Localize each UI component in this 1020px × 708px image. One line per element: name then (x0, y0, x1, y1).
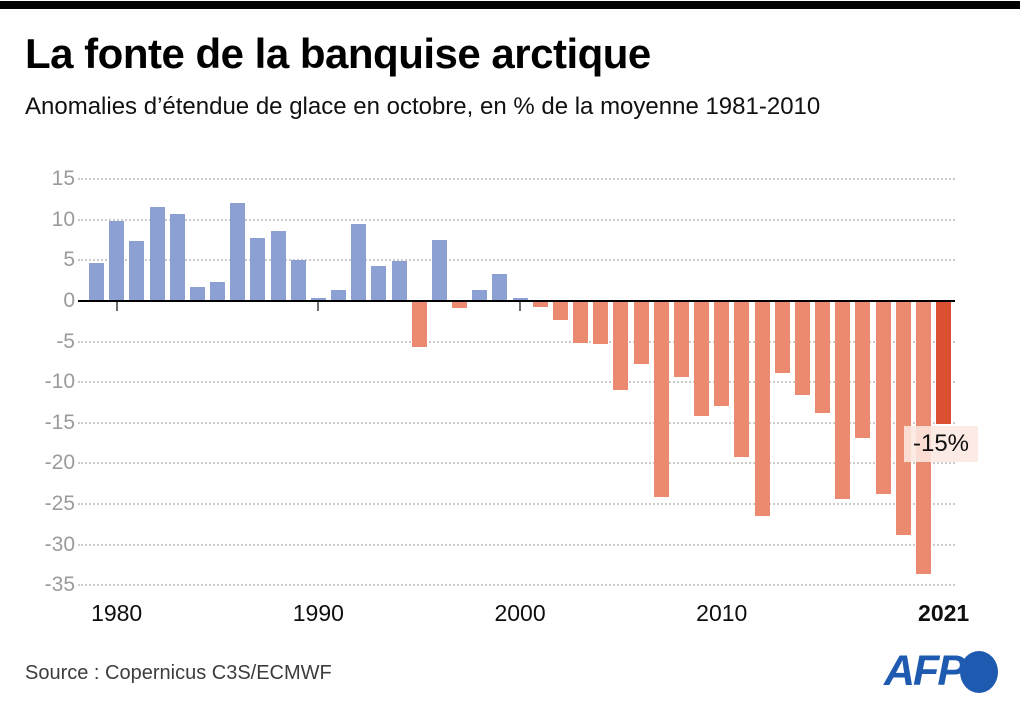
page-title: La fonte de la banquise arctique (25, 30, 651, 77)
bar (189, 287, 205, 301)
bar (250, 238, 266, 301)
gridline (78, 340, 955, 343)
y-tick-label: -10 (44, 370, 75, 394)
y-tick-label: -35 (44, 573, 75, 597)
bar (774, 302, 790, 374)
x-tick-label: 2000 (494, 600, 546, 626)
gridline (78, 462, 955, 465)
bar (270, 231, 286, 301)
value-annotation: -15% (904, 426, 978, 462)
bar (593, 302, 609, 345)
x-tick-label: 1990 (292, 600, 344, 626)
afp-circle-icon (960, 651, 998, 693)
afp-logo: AFP (884, 648, 1000, 696)
gridline (78, 218, 955, 221)
bar (431, 240, 447, 301)
y-tick-label: -20 (44, 451, 75, 475)
y-tick-label: -15 (44, 410, 75, 434)
bar (411, 302, 427, 348)
gridline (78, 543, 955, 546)
y-tick-label: 10 (51, 207, 75, 231)
gridline (78, 259, 955, 262)
x-tick-label: 2021 (918, 600, 970, 626)
y-tick-label: 15 (51, 167, 75, 191)
bar (492, 274, 508, 301)
gridline (78, 178, 955, 181)
bar (512, 297, 528, 301)
bar (129, 240, 145, 301)
bar (633, 302, 649, 364)
y-tick-label: 0 (63, 289, 75, 312)
bar (552, 302, 568, 320)
bar (391, 261, 407, 301)
gridline (78, 381, 955, 384)
page-subtitle: Anomalies d’étendue de glace en octobre,… (25, 93, 821, 120)
axis-tick (317, 302, 320, 311)
bar (331, 290, 347, 301)
bar (351, 223, 367, 301)
bar (734, 302, 750, 458)
bar (815, 302, 831, 414)
bar (210, 282, 226, 301)
bar (149, 206, 165, 301)
bar (895, 302, 911, 536)
source-credit: Source : Copernicus C3S/ECMWF (25, 662, 332, 684)
bar (714, 302, 730, 406)
y-tick-label: -25 (44, 492, 75, 515)
bar (835, 302, 851, 499)
x-tick-label: 1980 (91, 600, 143, 626)
bar (89, 262, 104, 301)
gridline (78, 421, 955, 424)
bar (855, 302, 871, 439)
bar (754, 302, 770, 517)
bar (109, 220, 125, 301)
top-border-bar (0, 1, 1020, 9)
bar (573, 302, 589, 344)
bar (472, 290, 488, 301)
bar (936, 302, 952, 424)
zero-axis-line (78, 300, 955, 302)
bar (169, 214, 185, 301)
bar (694, 302, 710, 417)
bar (613, 302, 629, 390)
bar (673, 302, 689, 377)
bar (653, 302, 669, 497)
bar (371, 266, 387, 301)
bar (310, 297, 326, 301)
axis-tick (115, 302, 118, 311)
bar (875, 302, 891, 494)
y-tick-label: 5 (63, 248, 75, 272)
bar (230, 202, 246, 301)
y-tick-label: -5 (56, 329, 75, 353)
y-tick-label: -30 (44, 532, 75, 556)
afp-logo-text: AFP (884, 647, 966, 695)
x-tick-label: 2010 (696, 600, 748, 626)
axis-tick (519, 302, 522, 311)
gridline (78, 503, 955, 505)
bar (290, 259, 306, 301)
bar (794, 302, 810, 396)
bar (532, 302, 548, 307)
gridline (78, 584, 955, 587)
bar (452, 302, 468, 308)
